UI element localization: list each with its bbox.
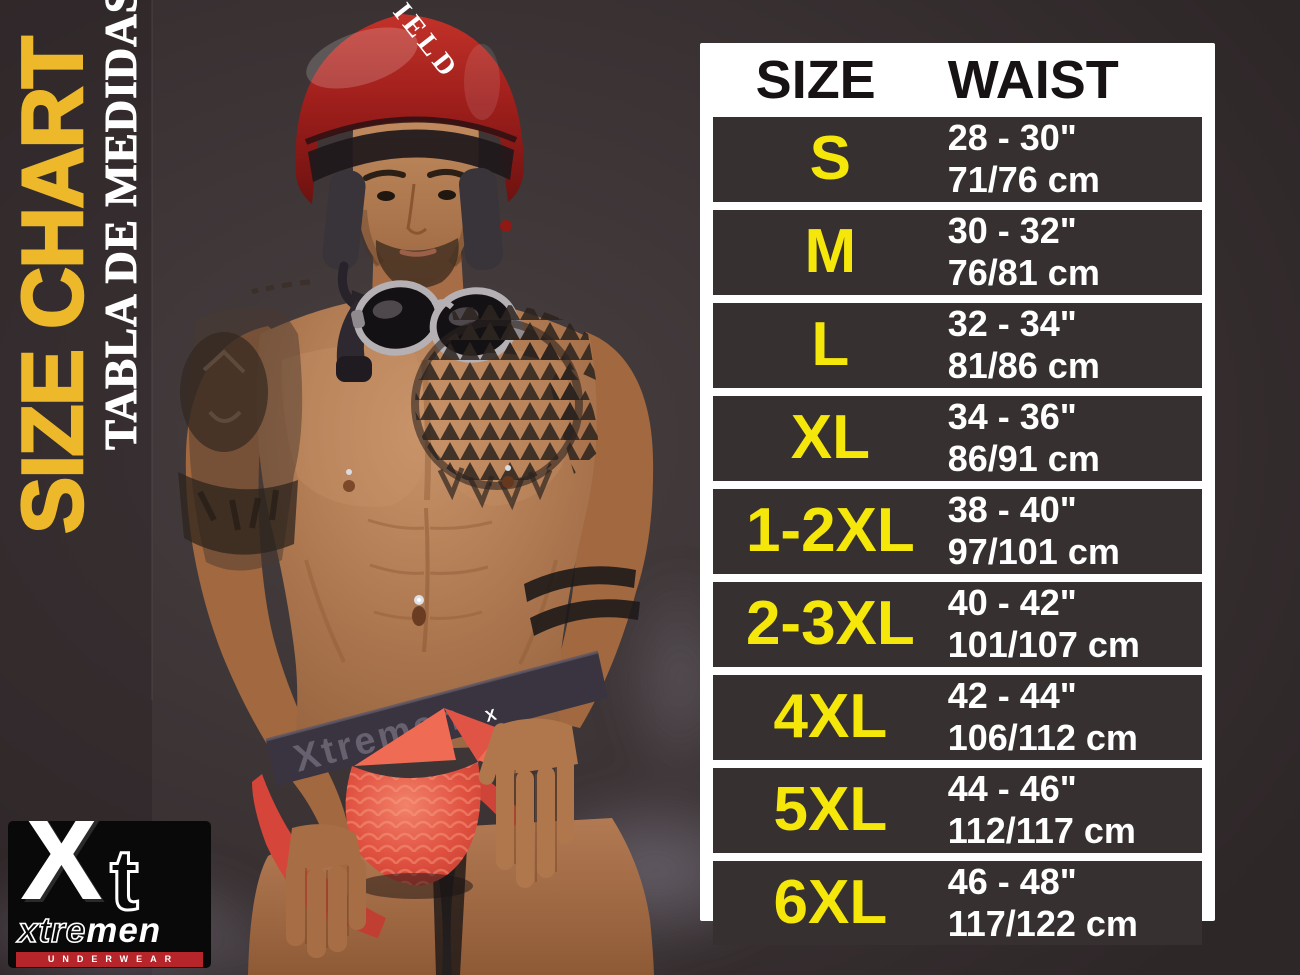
waist-inches: 30 - 32"	[947, 209, 1077, 251]
size-row: M 30 - 32" 76/81 cm	[713, 209, 1202, 295]
table-body: S 28 - 30" 71/76 cm M 30 - 32" 76/81 cm …	[713, 117, 1202, 946]
size-label: XL	[790, 403, 870, 473]
waist-cm: 117/122 cm	[947, 902, 1138, 944]
helmet-ear-pad	[458, 167, 504, 271]
size-row: L 32 - 34" 81/86 cm	[713, 302, 1202, 388]
size-row: 4XL 42 - 44" 106/112 cm	[713, 674, 1202, 760]
waist-cm: 101/107 cm	[947, 624, 1140, 666]
waist-inches: 40 - 42"	[947, 581, 1077, 623]
size-label: 2-3XL	[745, 589, 915, 659]
wolf-tattoo	[180, 332, 268, 452]
size-label: 6XL	[773, 867, 888, 937]
size-chart-table: SIZE WAIST S 28 - 30" 71/76 cm M 30 - 32…	[700, 43, 1215, 946]
waist-cm: 97/101 cm	[947, 531, 1120, 573]
waist-cm: 71/76 cm	[947, 159, 1100, 201]
tribal-pec-tattoo	[415, 322, 579, 486]
left-arm	[538, 332, 654, 728]
size-label: M	[804, 217, 857, 287]
right-hand	[286, 824, 366, 958]
waist-inches: 38 - 40"	[947, 488, 1077, 530]
logo-monogram-x: X	[20, 821, 103, 926]
helmet-ear-pad	[322, 169, 366, 271]
tattoos	[178, 279, 640, 636]
logo-underwear-bar: UNDERWEAR	[16, 952, 203, 967]
waist-cm: 112/117 cm	[947, 810, 1136, 852]
armband-tattoo	[524, 566, 636, 602]
column-header-size: SIZE	[755, 50, 876, 110]
size-row: 2-3XL 40 - 42" 101/107 cm	[713, 581, 1202, 667]
waist-cm: 106/112 cm	[947, 717, 1138, 759]
logo-wordmark: xtremen	[17, 911, 162, 950]
column-header-waist: WAIST	[947, 50, 1119, 110]
model-figure: IELD	[178, 0, 654, 975]
armband-tattoo	[530, 599, 640, 636]
size-row: 1-2XL 38 - 40" 97/101 cm	[713, 488, 1202, 574]
helmet-visor	[308, 129, 514, 182]
left-hand	[478, 718, 578, 888]
size-label: 4XL	[773, 682, 888, 752]
size-label: S	[809, 124, 852, 194]
size-row: S 28 - 30" 71/76 cm	[713, 117, 1202, 202]
waist-cm: 86/91 cm	[947, 438, 1100, 480]
size-label: 1-2XL	[745, 496, 915, 566]
size-row: 6XL 46 - 48" 117/122 cm	[713, 860, 1202, 946]
page-title: SIZE CHART	[4, 37, 103, 536]
logo-wordmark-outline: xtre	[17, 911, 87, 950]
size-row: XL 34 - 36" 86/91 cm	[713, 395, 1202, 481]
size-row: 5XL 44 - 46" 112/117 cm	[713, 767, 1202, 853]
waist-inches: 44 - 46"	[947, 767, 1077, 809]
waist-inches: 32 - 34"	[947, 302, 1077, 344]
waist-cm: 81/86 cm	[947, 345, 1100, 387]
piercings	[343, 465, 514, 626]
logo-monogram-t: t	[109, 832, 141, 928]
size-label: 5XL	[773, 775, 888, 845]
waist-cm: 76/81 cm	[947, 252, 1100, 294]
table-header: SIZE WAIST	[713, 43, 1202, 117]
waist-inches: 28 - 30"	[947, 117, 1077, 158]
logo-wordmark-solid: men	[86, 911, 162, 950]
waist-inches: 46 - 48"	[947, 860, 1077, 902]
waist-inches: 42 - 44"	[947, 674, 1077, 716]
brand-logo: X t xtremen UNDERWEAR	[8, 821, 211, 968]
waist-inches: 34 - 36"	[947, 395, 1077, 437]
size-label: L	[811, 310, 850, 380]
page-subtitle: TABLA DE MEDIDAS	[96, 0, 147, 451]
waistband-tag: X	[484, 707, 499, 726]
